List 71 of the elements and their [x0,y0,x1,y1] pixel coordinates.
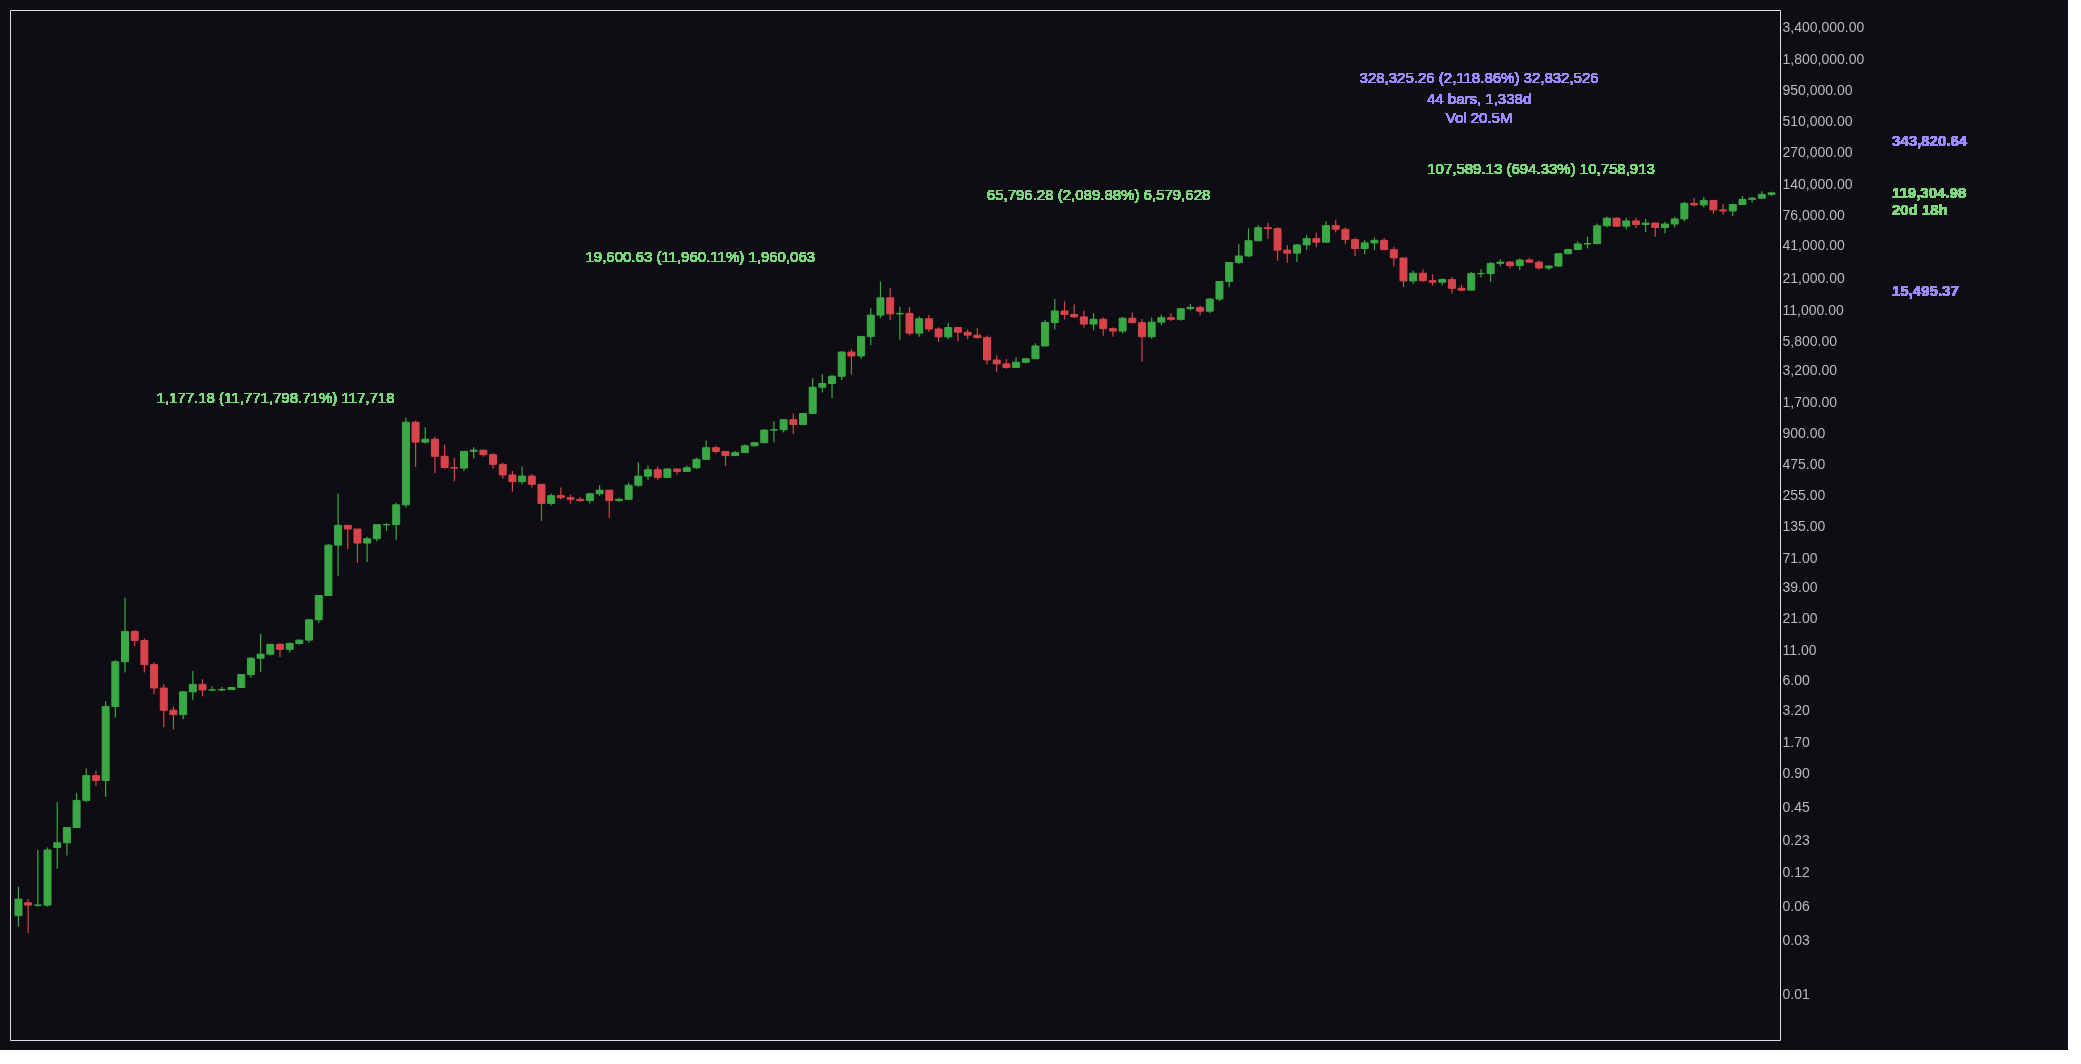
candlestick [14,886,23,928]
y-tick-label: 6.00 [1782,671,1810,688]
candlestick [179,690,188,720]
y-tick-label: 900.00 [1782,424,1826,441]
candlestick [392,502,401,541]
y-tick-label: 3,200.00 [1782,362,1838,379]
candlestick [1108,326,1117,338]
y-tick-label: 39.00 [1782,579,1818,596]
annotation: Vol 20.5M [1445,109,1513,127]
annotation: 44 bars, 1,338d [1426,89,1532,107]
candlestick [614,496,623,503]
y-tick-label: 3.20 [1782,702,1810,719]
candlestick [1467,271,1476,291]
text: 343,820.64 [1892,131,1968,149]
candlestick [33,849,42,908]
y-tick-label: 950,000.00 [1782,82,1853,99]
y-tick-label: 0.01 [1782,986,1810,1003]
annotation: 19,600.63 (11,960.11%) 1,960,063 [585,248,816,266]
candlestick [847,348,856,376]
y-tick-label: 76,000.00 [1782,206,1845,223]
candlestick [1099,316,1108,337]
candlestick [1137,318,1146,363]
candlestick [915,315,924,338]
candlestick [983,334,992,366]
y-tick-label: 1,800,000.00 [1782,50,1865,67]
candlestick [53,801,62,870]
candlestick [188,670,197,701]
candlestick [363,536,372,563]
y-tick-label: 0.45 [1782,799,1810,816]
y-tick-label: 71.00 [1782,549,1818,566]
candlestick [1050,298,1059,330]
y-tick-label: 0.12 [1782,864,1810,881]
candlestick [1167,312,1176,322]
candlestick [1322,220,1330,244]
candlestick [789,412,798,435]
annotation: 1,177.18 (11,771,798.71%) 117,718 [156,389,395,407]
y-tick-label: 1.70 [1782,733,1810,750]
y-tick-label: 270,000.00 [1782,144,1853,161]
text: 119,304.98 [1892,184,1967,202]
y-tick-label: 11,000.00 [1782,301,1844,318]
y-tick-label: 255.00 [1782,486,1826,503]
candlestick [886,287,895,321]
candlestick [605,489,614,519]
text: 15,495.37 [1892,282,1959,300]
y-tick-label: 135.00 [1782,518,1826,535]
candlestick [518,465,527,485]
y-tick-label: 1,700.00 [1782,393,1838,410]
annotation: 65,796.28 (2,089.88%) 6,579,628 [986,186,1211,204]
candlestick [1690,197,1699,208]
y-tick-label: 0.90 [1782,764,1810,781]
y-tick-label: 0.03 [1782,932,1810,949]
candlestick [905,306,914,336]
y-tick-label: 21,000.00 [1782,269,1845,286]
y-tick-label: 3,400,000.00 [1782,19,1865,36]
annotation: 107,589.13 (694.33%) 10,758,913 [1427,159,1655,177]
y-tick-label: 140,000.00 [1782,176,1853,193]
y-tick-label: 21.00 [1782,609,1818,626]
candlestick [857,335,866,360]
y-tick-label: 11.00 [1782,641,1817,658]
y-tick-label: 41,000.00 [1782,236,1845,253]
annotation: 328,325.26 (2,118.86%) 32,832,526 [1359,68,1599,86]
y-tick-label: 0.23 [1782,832,1810,849]
text: 20d 18h [1892,200,1948,218]
candlestick [24,898,33,934]
candlestick [91,770,100,787]
y-tick-label: 0.06 [1782,898,1810,915]
y-tick-label: 510,000.00 [1782,112,1853,129]
candlestick [411,420,420,468]
y-tick-label: 5,800.00 [1782,333,1838,350]
y-tick-label: 475.00 [1782,456,1826,473]
candlestick [895,306,904,341]
